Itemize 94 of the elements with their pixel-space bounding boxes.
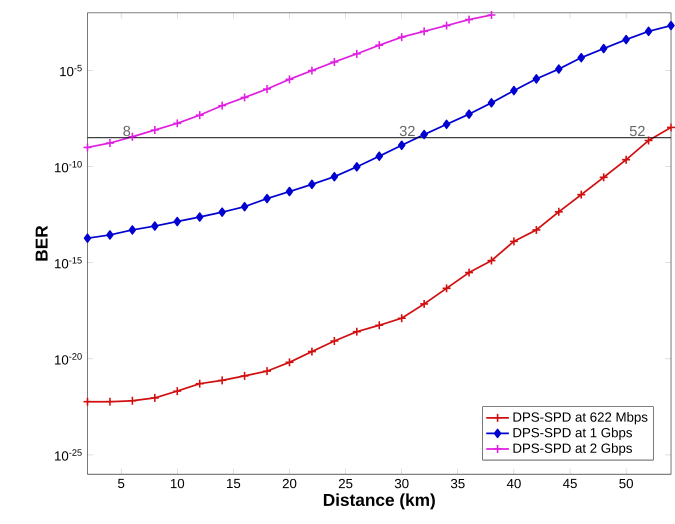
point <box>598 172 608 182</box>
point <box>194 110 204 120</box>
point <box>150 125 160 135</box>
point <box>307 66 317 76</box>
point <box>262 366 272 376</box>
point <box>442 284 452 294</box>
x-tick-label: 5 <box>118 478 124 488</box>
x-tick-label: 25 <box>338 478 352 488</box>
point <box>488 98 496 108</box>
point <box>420 130 428 140</box>
point <box>284 358 294 368</box>
annotation: 8 <box>123 126 130 136</box>
point <box>307 346 317 356</box>
point <box>330 172 338 182</box>
point <box>464 268 474 278</box>
y-tick-label: 10$^{-15}$ <box>55 257 82 268</box>
point <box>308 180 316 190</box>
point <box>419 26 429 36</box>
point <box>330 57 340 67</box>
point <box>105 138 115 148</box>
point <box>352 49 362 59</box>
point <box>666 122 675 132</box>
point <box>173 216 182 226</box>
y-tick-label: 10$^{-20}$ <box>55 353 82 365</box>
point <box>554 207 564 217</box>
point <box>442 20 452 30</box>
point <box>217 376 227 386</box>
point <box>263 194 271 204</box>
point <box>240 371 250 381</box>
point <box>532 74 540 84</box>
point <box>172 386 182 396</box>
annotation: 32 <box>400 126 415 136</box>
y-axis-title: BER <box>36 226 48 261</box>
point <box>374 40 384 50</box>
point <box>398 140 406 150</box>
point <box>419 299 429 309</box>
legend-label: DPS-SPD at 2 Gbps <box>513 443 632 456</box>
point <box>577 52 586 62</box>
x-tick-label: 35 <box>450 478 465 488</box>
point <box>218 207 226 217</box>
point <box>217 100 227 110</box>
point <box>106 230 114 240</box>
point <box>396 32 406 42</box>
point <box>262 84 272 94</box>
point <box>486 10 496 20</box>
point <box>84 233 92 244</box>
point <box>105 396 115 407</box>
point <box>286 186 294 196</box>
point <box>532 225 542 235</box>
x-tick-label: 20 <box>282 478 296 488</box>
point <box>600 44 608 54</box>
point <box>194 378 204 389</box>
point <box>555 64 563 74</box>
point <box>128 225 136 235</box>
point <box>151 221 159 231</box>
point <box>510 86 518 96</box>
point <box>486 256 496 266</box>
point <box>465 109 473 119</box>
point <box>172 118 182 128</box>
point <box>576 190 586 200</box>
legend-label: DPS-SPD at 1 Gbps <box>513 428 632 440</box>
point <box>509 236 519 246</box>
point <box>82 396 92 407</box>
point <box>442 120 450 130</box>
point <box>644 26 652 36</box>
x-tick-label: 15 <box>227 478 240 488</box>
y-tick-label: 10$^{-25}$ <box>55 449 82 461</box>
x-tick-label: 30 <box>394 478 409 488</box>
point <box>128 396 138 406</box>
x-axis-title: Distance (km) <box>324 493 435 510</box>
point <box>621 155 631 165</box>
point <box>353 162 361 172</box>
x-tick-label: 50 <box>619 478 633 488</box>
point <box>374 320 384 330</box>
point <box>464 14 474 24</box>
point <box>396 314 406 324</box>
legend-label: DPS-SPD at 622 Mbps <box>513 412 648 424</box>
point <box>196 212 204 222</box>
point <box>352 326 362 337</box>
annotation: 52 <box>630 126 645 136</box>
point <box>622 34 630 44</box>
y-tick-label: 10$^{-5}$ <box>60 64 82 76</box>
point <box>330 336 340 346</box>
point <box>375 152 384 162</box>
point <box>644 136 654 146</box>
y-tick-label: 10$^{-10}$ <box>55 161 82 172</box>
point <box>150 393 160 403</box>
point <box>240 92 250 102</box>
point <box>82 142 92 152</box>
x-tick-label: 10 <box>170 478 184 488</box>
x-tick-label: 45 <box>562 478 577 488</box>
x-tick-label: 40 <box>506 478 521 488</box>
point <box>284 74 294 84</box>
point <box>240 202 248 212</box>
